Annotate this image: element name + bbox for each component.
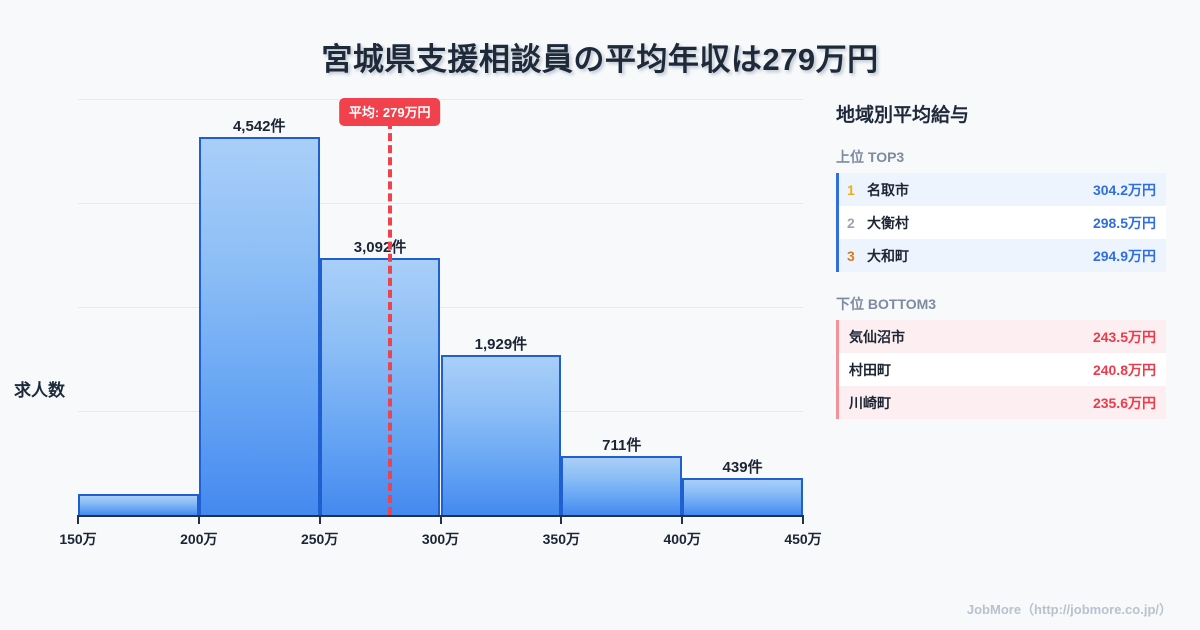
gridline [78, 99, 803, 100]
bar-value-label: 3,092件 [353, 238, 407, 256]
x-axis-tick-label: 150万 [59, 531, 97, 547]
histogram-bar [682, 478, 803, 515]
y-axis-title: 求人数 [14, 381, 65, 400]
rank-row: 村田町 240.8万円 [839, 353, 1166, 386]
region-name: 大衡村 [867, 214, 909, 231]
x-axis-tick-label: 300万 [421, 531, 460, 547]
bottom3-list: 気仙沼市 243.5万円村田町 240.8万円川崎町 235.6万円 [836, 320, 1166, 419]
region-salary-value: 304.2万円 [1092, 181, 1156, 198]
regional-salary-panel: 地域別平均給与 上位 TOP3 1 名取市 304.2万円 2 大衡村 298.5万円 3 大… [836, 100, 1166, 441]
histogram-bar [78, 494, 199, 515]
average-line [387, 121, 392, 515]
histogram-bar [198, 137, 320, 515]
x-axis-tick-label: 350万 [542, 531, 581, 547]
rank-row: 川崎町 235.6万円 [839, 386, 1166, 419]
histogram-bar [440, 354, 562, 515]
region-name: 気仙沼市 [849, 328, 905, 345]
bottom3-heading: 下位 BOTTOM3 [836, 296, 937, 312]
x-axis-tick-label: 400万 [663, 531, 701, 547]
page-title: 宮城県支援相談員の平均年収は279万円 [321, 42, 879, 77]
rank-row: 3 大和町 294.9万円 [839, 239, 1166, 272]
region-salary-value: 294.9万円 [1092, 247, 1156, 264]
x-axis-tick [439, 515, 442, 524]
rank-number: 2 [847, 214, 855, 231]
x-axis-tick [318, 515, 321, 524]
x-axis-tick [560, 515, 563, 524]
rank-row: 2 大衡村 298.5万円 [839, 206, 1166, 239]
footer-credit: JobMore（http://jobmore.co.jp/） [966, 602, 1172, 617]
histogram-bar [319, 257, 441, 515]
x-axis-tick [802, 515, 804, 524]
region-salary-value: 243.5万円 [1092, 328, 1156, 345]
region-salary-value: 235.6万円 [1092, 394, 1156, 411]
bar-value-label: 1,929件 [474, 335, 528, 353]
x-axis-tick-label: 200万 [180, 531, 218, 547]
top3-heading: 上位 TOP3 [836, 149, 905, 165]
bar-value-label: 4,542件 [232, 118, 286, 136]
region-name: 名取市 [867, 181, 909, 198]
region-name: 大和町 [867, 247, 909, 264]
plot-area: 4,542件 3,092件 1,929件 711件 439件 150万 200万 250万 30… [59, 98, 822, 547]
rank-row: 1 名取市 304.2万円 [839, 173, 1166, 206]
panel-title: 地域別平均給与 [836, 105, 970, 126]
bar-value-label: 711件 [602, 436, 642, 454]
top3-list: 1 名取市 304.2万円 2 大衡村 298.5万円 3 大和町 294.9万円 [836, 173, 1166, 272]
histogram-bar [561, 455, 683, 515]
region-name: 村田町 [849, 361, 891, 378]
bar-value-label: 439件 [722, 459, 763, 477]
x-axis-tick [681, 515, 684, 524]
region-salary-value: 240.8万円 [1092, 361, 1156, 378]
rank-number: 1 [847, 181, 855, 198]
region-salary-value: 298.5万円 [1092, 214, 1156, 231]
x-axis-tick [197, 515, 200, 524]
x-axis-tick-label: 250万 [300, 531, 339, 547]
x-axis-tick-label: 450万 [784, 531, 822, 547]
region-name: 川崎町 [849, 394, 891, 411]
rank-number: 3 [847, 247, 855, 264]
average-badge: 平均: 279万円 [338, 98, 441, 126]
histogram-chart: 求人数 4,542件 3,092件 1,929件 711件 439件 150万 200万 25… [0, 95, 830, 565]
rank-row: 気仙沼市 243.5万円 [839, 320, 1166, 353]
x-axis-tick [77, 515, 79, 524]
gridline [78, 203, 803, 204]
gridline [78, 307, 803, 308]
